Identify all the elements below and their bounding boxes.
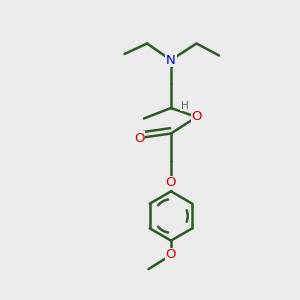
Text: O: O: [191, 110, 202, 124]
Text: N: N: [166, 53, 176, 67]
Text: O: O: [166, 248, 176, 262]
Text: H: H: [181, 100, 188, 111]
Text: O: O: [134, 131, 145, 145]
Text: O: O: [166, 176, 176, 190]
